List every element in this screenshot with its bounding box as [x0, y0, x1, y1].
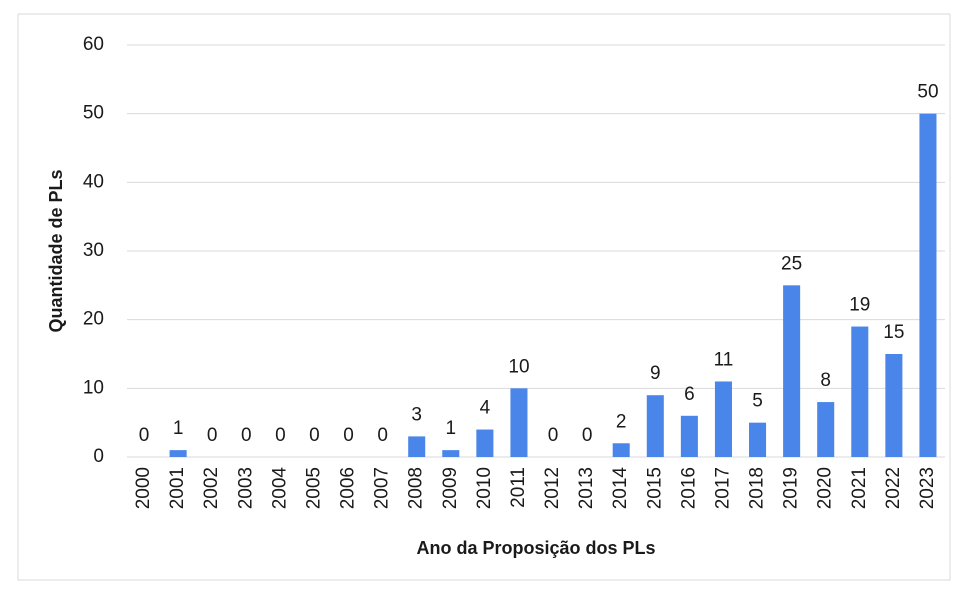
data-label: 25	[781, 253, 802, 274]
x-tick-label: 2021	[849, 467, 870, 509]
data-label: 50	[917, 82, 938, 103]
x-tick-label: 2005	[303, 467, 324, 509]
x-tick-label: 2023	[917, 467, 938, 509]
data-label: 0	[139, 425, 150, 446]
data-label: 3	[411, 404, 422, 425]
y-tick-label: 50	[83, 103, 104, 124]
x-tick-label: 2002	[201, 467, 222, 509]
bar	[646, 395, 664, 457]
y-tick-label: 40	[83, 171, 104, 192]
x-tick-label: 2008	[406, 467, 427, 509]
x-tick-label: 2007	[372, 467, 393, 509]
data-label: 11	[714, 349, 734, 370]
y-tick-label: 0	[93, 446, 104, 467]
x-tick-label: 2016	[678, 467, 699, 509]
x-tick-label: 2006	[338, 467, 359, 509]
x-tick-label: 2014	[610, 467, 631, 510]
data-label: 8	[820, 370, 831, 391]
data-label: 5	[752, 391, 763, 412]
y-tick-label: 30	[83, 240, 104, 261]
data-label: 0	[241, 425, 252, 446]
data-label: 10	[508, 356, 529, 377]
x-tick-label: 2004	[269, 467, 290, 510]
x-tick-label: 2013	[576, 467, 597, 509]
x-tick-label: 2003	[235, 467, 256, 509]
bar	[510, 388, 528, 457]
x-tick-label: 2010	[474, 467, 495, 509]
data-label: 19	[849, 295, 870, 316]
data-label: 0	[548, 425, 559, 446]
y-axis-title: Quantidade de PLs	[46, 169, 66, 332]
bar	[851, 326, 869, 457]
bar	[612, 443, 630, 457]
x-tick-label: 2017	[712, 467, 733, 509]
x-tick-label: 2009	[440, 467, 461, 509]
bar	[476, 429, 494, 457]
x-tick-label: 2015	[644, 467, 665, 509]
bar	[783, 285, 801, 457]
y-tick-label: 20	[83, 309, 104, 330]
y-tick-label: 10	[83, 377, 104, 398]
x-tick-label: 2012	[542, 467, 563, 509]
bar	[919, 113, 937, 458]
data-label: 2	[616, 411, 627, 432]
x-tick-label: 2020	[815, 467, 836, 509]
bar	[442, 450, 460, 457]
x-axis-title: Ano da Proposição dos PLs	[416, 538, 655, 558]
data-label: 0	[309, 425, 320, 446]
x-tick-label: 2011	[508, 467, 529, 508]
x-tick-label: 2018	[747, 467, 768, 509]
bar	[169, 450, 187, 457]
bar	[680, 415, 698, 457]
bar	[714, 381, 732, 457]
x-tick-label: 2019	[781, 467, 802, 509]
x-tick-label: 2001	[167, 467, 188, 509]
bar	[408, 436, 426, 457]
data-label: 0	[207, 425, 218, 446]
data-label: 0	[582, 425, 593, 446]
data-label: 0	[275, 425, 286, 446]
bar	[817, 402, 835, 457]
x-tick-label: 2000	[133, 467, 154, 509]
bar	[749, 422, 767, 457]
data-label: 1	[446, 418, 457, 439]
data-label: 1	[173, 418, 184, 439]
x-tick-label: 2022	[883, 467, 904, 509]
bar	[885, 354, 903, 457]
data-label: 15	[883, 322, 904, 343]
data-label: 0	[343, 425, 354, 446]
data-label: 9	[650, 363, 661, 384]
data-label: 4	[480, 398, 491, 419]
data-label: 0	[377, 425, 388, 446]
data-label: 6	[684, 384, 695, 405]
y-tick-label: 60	[83, 34, 104, 55]
